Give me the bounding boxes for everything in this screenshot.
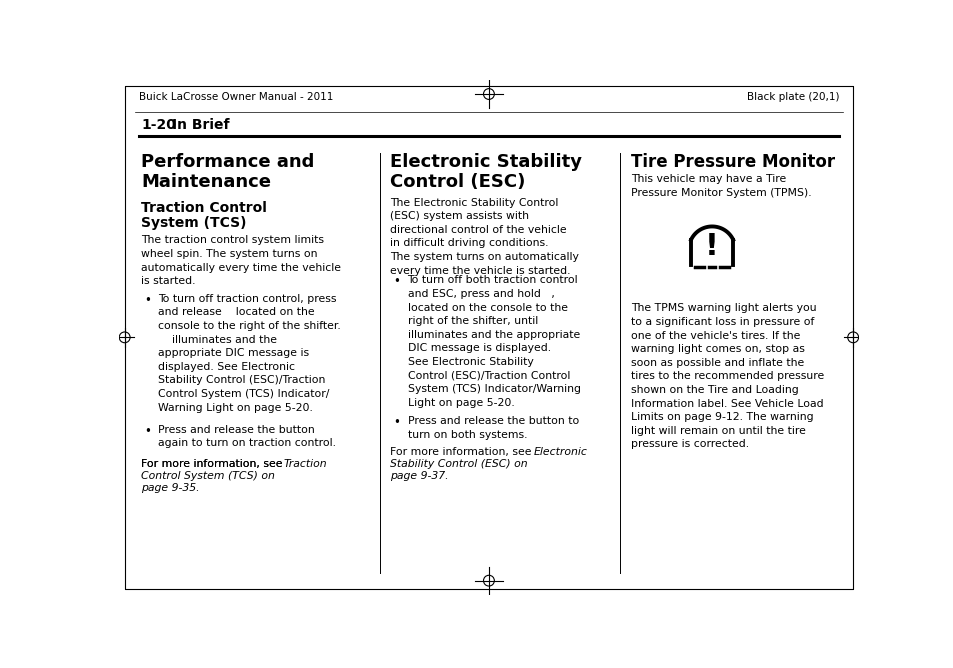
- Text: The Electronic Stability Control
(ESC) system assists with
directional control o: The Electronic Stability Control (ESC) s…: [390, 198, 578, 276]
- Text: Tire Pressure Monitor: Tire Pressure Monitor: [630, 152, 834, 170]
- Text: Maintenance: Maintenance: [141, 173, 271, 191]
- Text: For more information, see 
Traction
Control System (TCS) on
page 9-35.: For more information, see Traction Contr…: [141, 459, 286, 510]
- Text: Press and release the button
again to turn on traction control.: Press and release the button again to tu…: [158, 425, 335, 448]
- Text: 1-20: 1-20: [141, 118, 175, 132]
- Text: The traction control system limits
wheel spin. The system turns on
automatically: The traction control system limits wheel…: [141, 235, 340, 286]
- Text: For more information, see: For more information, see: [390, 447, 535, 457]
- Text: System (TCS): System (TCS): [141, 216, 246, 230]
- Text: Performance and: Performance and: [141, 152, 314, 170]
- Text: page 9-37.: page 9-37.: [390, 472, 449, 482]
- Text: Black plate (20,1): Black plate (20,1): [746, 92, 839, 102]
- Text: Traction: Traction: [284, 459, 327, 469]
- Text: page 9-35.: page 9-35.: [141, 483, 199, 493]
- Text: Electronic Stability: Electronic Stability: [390, 152, 582, 170]
- Text: !: !: [704, 232, 719, 261]
- Text: For more information, see: For more information, see: [141, 459, 286, 469]
- Text: To turn off both traction control
and ESC, press and hold   ,
located on the con: To turn off both traction control and ES…: [407, 275, 580, 407]
- Text: •: •: [144, 294, 151, 307]
- Text: Electronic: Electronic: [533, 447, 587, 457]
- Text: In Brief: In Brief: [172, 118, 230, 132]
- Text: Buick LaCrosse Owner Manual - 2011: Buick LaCrosse Owner Manual - 2011: [138, 92, 333, 102]
- Text: To turn off traction control, press
and release    located on the
console to the: To turn off traction control, press and …: [158, 294, 340, 413]
- Text: Press and release the button to
turn on both systems.: Press and release the button to turn on …: [407, 416, 578, 440]
- Text: Control (ESC): Control (ESC): [390, 173, 525, 191]
- Text: This vehicle may have a Tire
Pressure Monitor System (TPMS).: This vehicle may have a Tire Pressure Mo…: [630, 174, 810, 198]
- Text: •: •: [144, 425, 151, 438]
- Text: Control System (TCS) on: Control System (TCS) on: [141, 471, 274, 481]
- Text: Stability Control (ESC) on: Stability Control (ESC) on: [390, 459, 528, 469]
- Text: •: •: [394, 275, 400, 289]
- Text: Traction Control: Traction Control: [141, 200, 267, 214]
- Text: The TPMS warning light alerts you
to a significant loss in pressure of
one of th: The TPMS warning light alerts you to a s…: [630, 303, 823, 450]
- Text: For more information, see: For more information, see: [141, 459, 286, 469]
- Text: •: •: [394, 416, 400, 430]
